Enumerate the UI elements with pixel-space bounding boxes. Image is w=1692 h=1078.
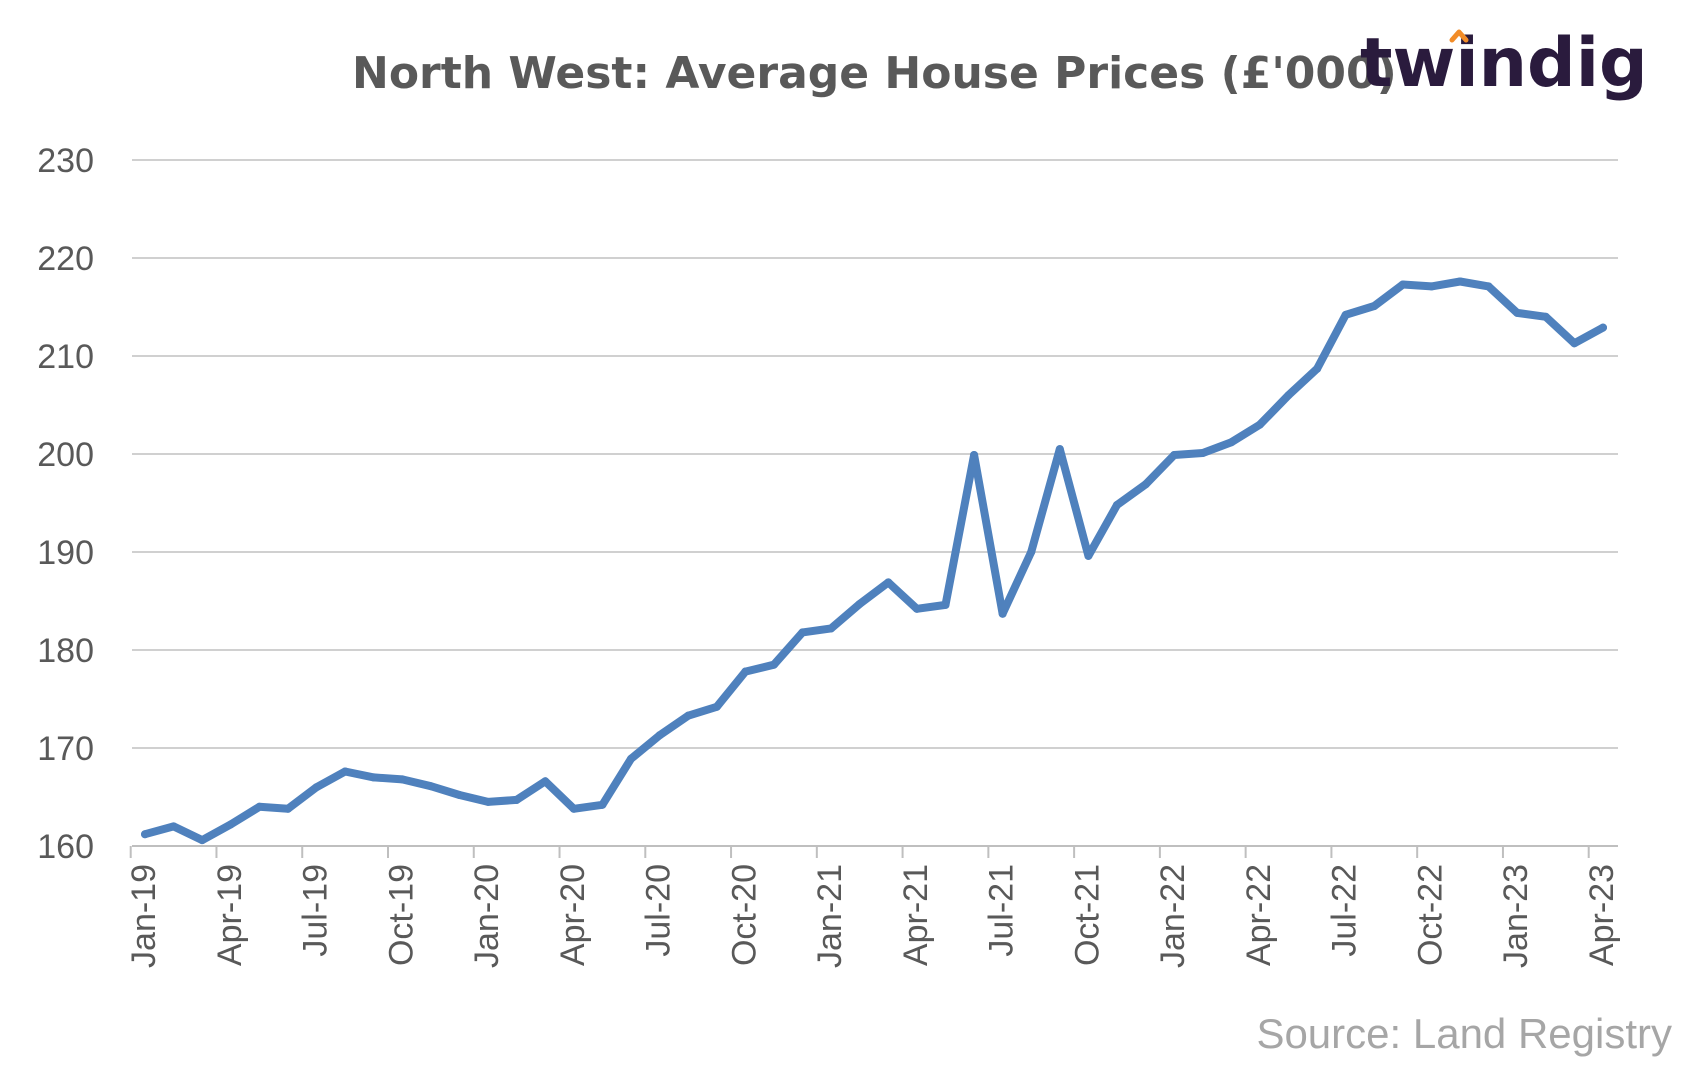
data-point bbox=[312, 783, 321, 792]
data-point bbox=[169, 822, 178, 831]
series-layer bbox=[141, 277, 1607, 845]
data-point bbox=[627, 754, 635, 763]
data-point bbox=[684, 711, 693, 720]
data-point bbox=[1055, 445, 1064, 454]
x-tick-label: Jan-20 bbox=[468, 864, 506, 968]
data-point bbox=[1513, 308, 1522, 317]
data-point bbox=[1198, 449, 1207, 458]
data-point bbox=[569, 804, 578, 813]
data-point bbox=[1570, 339, 1579, 348]
chevron-up-icon bbox=[1449, 29, 1469, 43]
y-tick-label: 210 bbox=[37, 338, 94, 376]
data-point bbox=[941, 600, 950, 609]
data-point bbox=[1170, 450, 1179, 459]
y-tick-label: 160 bbox=[37, 828, 94, 866]
y-axis-labels: 160 170 180 190 200 210 220 230 bbox=[37, 142, 94, 866]
data-point bbox=[226, 820, 235, 829]
y-tick-label: 180 bbox=[37, 632, 94, 670]
chart-title: North West: Average House Prices (£'000) bbox=[352, 48, 1397, 99]
data-point bbox=[1341, 310, 1350, 319]
logo-text: twindig bbox=[1360, 24, 1648, 103]
data-point bbox=[1313, 364, 1322, 373]
data-point bbox=[455, 791, 464, 800]
x-tick-label: Apr-19 bbox=[211, 864, 249, 966]
x-tick-label: Jul-19 bbox=[297, 864, 335, 957]
data-point bbox=[198, 836, 207, 845]
data-point bbox=[369, 773, 378, 782]
data-point bbox=[426, 782, 435, 791]
x-tick-label: Oct-22 bbox=[1411, 864, 1449, 966]
data-point bbox=[598, 800, 607, 809]
data-point bbox=[341, 767, 350, 776]
data-point bbox=[1113, 500, 1121, 509]
x-axis-labels: Jan-19 Apr-19 Jul-19 Oct-19 Jan-20 Apr-20 Jul-… bbox=[125, 864, 1621, 968]
data-point bbox=[827, 624, 836, 633]
x-tick-label: Jul-21 bbox=[983, 864, 1021, 957]
x-tick-label: Jan-22 bbox=[1154, 864, 1192, 968]
data-point bbox=[541, 777, 550, 786]
data-point bbox=[884, 578, 893, 587]
data-point bbox=[912, 604, 921, 613]
y-tick-label: 190 bbox=[37, 534, 94, 572]
data-point bbox=[1427, 282, 1436, 291]
data-point bbox=[141, 830, 149, 839]
data-point bbox=[1227, 438, 1236, 447]
y-tick-label: 170 bbox=[37, 730, 94, 768]
data-point bbox=[1255, 420, 1264, 429]
x-tick-label: Oct-19 bbox=[382, 864, 420, 966]
data-point bbox=[769, 660, 778, 669]
data-point bbox=[1456, 277, 1465, 286]
x-tick-label: Oct-20 bbox=[725, 864, 763, 966]
x-tick-label: Apr-22 bbox=[1240, 864, 1278, 966]
data-point bbox=[1284, 391, 1293, 400]
x-tick-label: Apr-23 bbox=[1583, 864, 1621, 966]
x-tick-label: Jan-19 bbox=[125, 864, 163, 968]
x-tick-label: Apr-21 bbox=[897, 864, 935, 966]
data-point bbox=[741, 667, 750, 676]
y-tick-label: 220 bbox=[37, 240, 94, 278]
data-point bbox=[1484, 282, 1493, 291]
data-point bbox=[855, 599, 864, 608]
data-point bbox=[255, 802, 264, 811]
y-tick-label: 200 bbox=[37, 436, 94, 474]
data-point bbox=[1541, 312, 1550, 321]
data-point bbox=[998, 609, 1007, 618]
data-point bbox=[283, 804, 292, 813]
data-point bbox=[970, 450, 979, 459]
data-point bbox=[655, 731, 664, 740]
data-point bbox=[512, 795, 521, 804]
data-point bbox=[712, 702, 721, 711]
x-tick-label: Jan-23 bbox=[1497, 864, 1535, 968]
data-point bbox=[1599, 323, 1607, 332]
data-point bbox=[1027, 548, 1036, 556]
source-note: Source: Land Registry bbox=[1256, 1010, 1672, 1057]
gridlines bbox=[132, 159, 1618, 749]
x-tick-label: Apr-20 bbox=[554, 864, 592, 966]
x-tick-label: Oct-21 bbox=[1068, 864, 1106, 966]
twindig-logo: twindig bbox=[1360, 24, 1648, 103]
data-point bbox=[484, 797, 493, 806]
series-line-0 bbox=[141, 277, 1607, 845]
x-tick-label: Jul-20 bbox=[640, 864, 678, 957]
data-point bbox=[1370, 302, 1379, 311]
x-tick-label: Jul-22 bbox=[1326, 864, 1364, 957]
x-axis bbox=[129, 845, 1618, 858]
data-point bbox=[1084, 551, 1093, 560]
data-point bbox=[1398, 280, 1407, 289]
y-tick-label: 230 bbox=[37, 142, 94, 180]
x-tick-label: Jan-21 bbox=[811, 864, 849, 968]
data-point bbox=[398, 775, 407, 784]
data-point bbox=[1141, 480, 1150, 489]
data-point bbox=[798, 628, 807, 637]
